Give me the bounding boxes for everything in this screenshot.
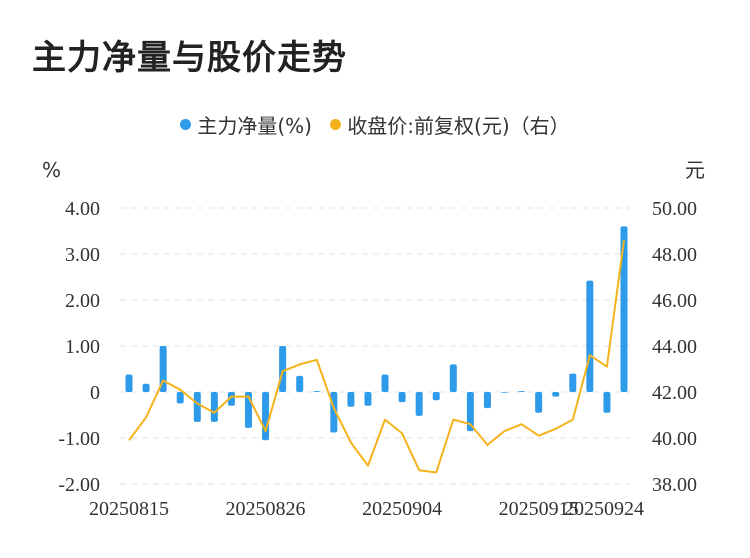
bar (552, 392, 560, 397)
bar (586, 280, 594, 392)
left-tick-label: 2.00 (65, 290, 100, 312)
bar-series (125, 226, 628, 441)
bar (449, 364, 457, 392)
bar (262, 392, 270, 441)
bar (296, 375, 304, 392)
chart-title: 主力净量与股价走势 (32, 38, 347, 78)
x-tick-label: 20250904 (362, 498, 442, 520)
grid-lines (120, 207, 630, 485)
bar (347, 392, 355, 407)
left-tick-label: 0 (90, 382, 100, 404)
legend-item-close-price[interactable]: 收盘价:前复权(元)（右） (330, 110, 570, 139)
right-tick-label: 48.00 (652, 244, 697, 266)
bar (364, 392, 372, 406)
right-tick-label: 38.00 (652, 474, 697, 496)
left-tick-label: 1.00 (65, 336, 100, 358)
left-tick-label: -1.00 (58, 428, 100, 450)
right-tick-label: 42.00 (652, 382, 697, 404)
right-tick-label: 40.00 (652, 428, 697, 450)
bar (398, 392, 406, 403)
bar (603, 392, 611, 413)
left-tick-label: 4.00 (65, 198, 100, 220)
right-tick-label: 44.00 (652, 336, 697, 358)
legend-marker-close-price (330, 119, 342, 130)
right-axis-ticks: 50.00 48.00 46.00 44.00 42.00 40.00 38.00 (652, 198, 697, 496)
bar (176, 392, 184, 404)
bar (466, 392, 474, 432)
legend-item-net-volume[interactable]: 主力净量(%) (180, 110, 312, 139)
left-axis-ticks: 4.00 3.00 2.00 1.00 0 -1.00 -2.00 (58, 198, 100, 496)
bar (501, 392, 509, 393)
bar (569, 373, 577, 392)
x-tick-label: 20250826 (226, 498, 306, 520)
bar (535, 392, 543, 413)
line-series (128, 240, 625, 474)
bar (432, 392, 440, 401)
bar (381, 374, 389, 392)
left-axis-unit: % (42, 158, 61, 182)
bar (142, 383, 150, 392)
legend-label-net-volume: 主力净量(%) (197, 114, 312, 138)
bar (227, 392, 235, 406)
bar (620, 226, 628, 392)
bar (125, 374, 133, 392)
right-tick-label: 50.00 (652, 198, 697, 220)
chart-legend: 主力净量(%) 收盘价:前复权(元)（右） (0, 110, 750, 139)
bar (210, 392, 218, 422)
bar (415, 392, 423, 416)
bar (193, 392, 201, 422)
legend-marker-net-volume (180, 119, 192, 130)
x-tick-label: 20250924 (564, 498, 644, 520)
bar (518, 391, 526, 392)
bar (279, 346, 287, 392)
bar (313, 391, 321, 392)
x-tick-label: 20250815 (89, 498, 169, 520)
x-tick-label: 20250915 (499, 498, 579, 520)
left-tick-label: 3.00 (65, 244, 100, 266)
right-tick-label: 46.00 (652, 290, 697, 312)
right-axis-unit: 元 (685, 158, 705, 182)
legend-label-close-price: 收盘价:前复权(元)（右） (347, 114, 570, 138)
bar (483, 392, 491, 409)
price-line (128, 240, 625, 474)
left-tick-label: -2.00 (58, 474, 100, 496)
